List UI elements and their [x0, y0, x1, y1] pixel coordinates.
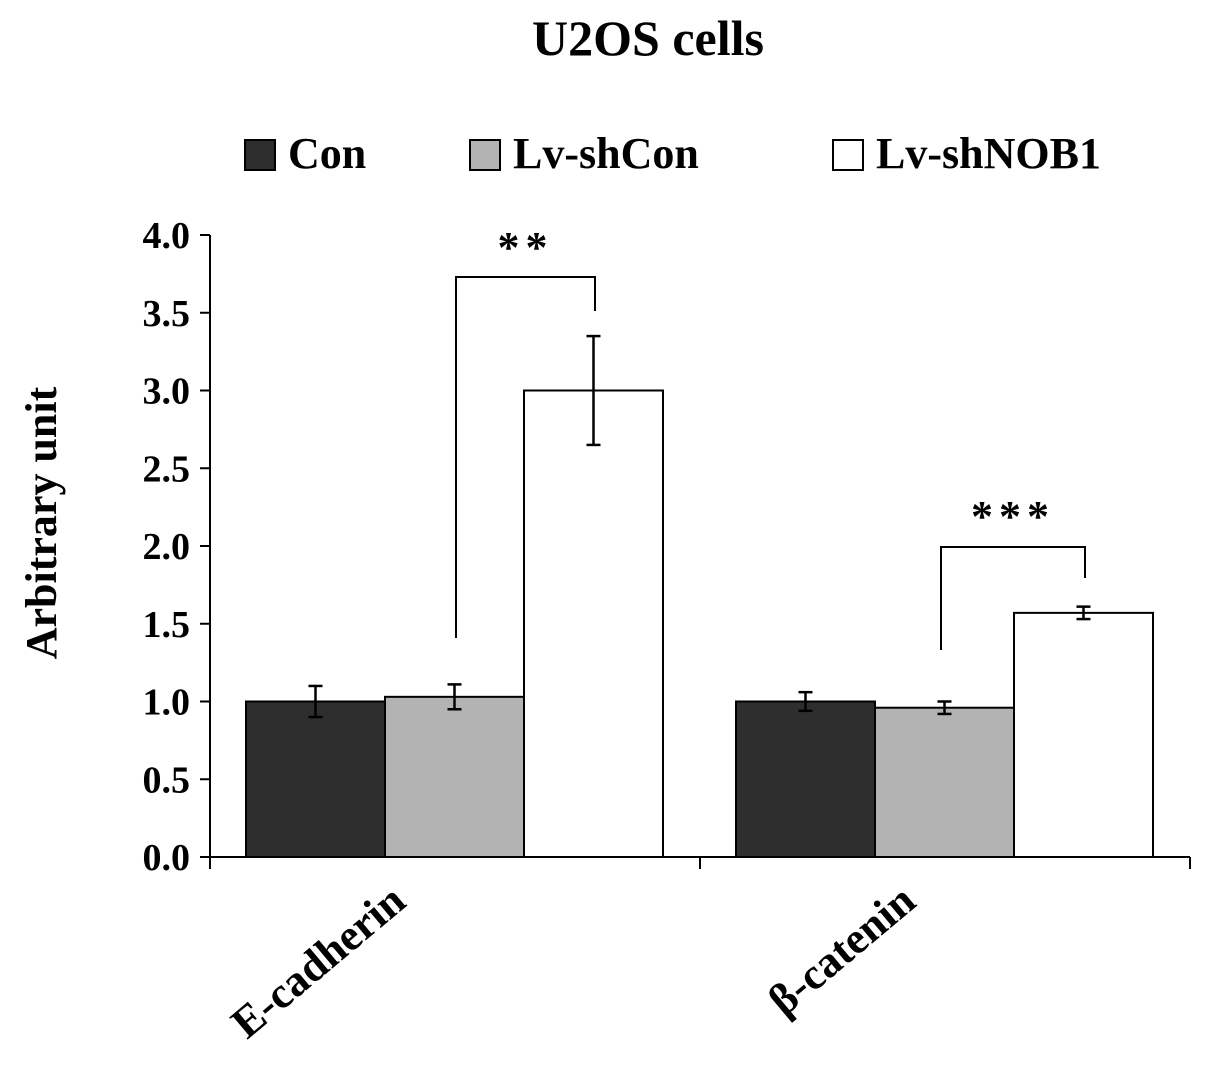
y-axis-label: Arbitrary unit	[17, 386, 66, 659]
legend-swatch-2	[469, 139, 501, 171]
y-axis-ticks: 0.0 0.5 1.0 1.5 2.0 2.5 3.0 3.5 4.0	[143, 215, 210, 879]
significance-label: ***	[971, 492, 1055, 541]
legend-swatch-1	[244, 139, 276, 171]
error-bars	[308, 334, 1091, 719]
significance-label: **	[498, 223, 554, 272]
y-tick-label: 3.5	[143, 293, 191, 335]
y-tick-label: 3.0	[143, 371, 191, 413]
y-tick-label: 1.0	[143, 682, 191, 724]
bar	[245, 700, 386, 858]
y-tick-label: 2.0	[143, 526, 191, 568]
legend-label-2: Lv-shCon	[513, 129, 699, 178]
x-category-label: β-catenin	[759, 875, 924, 1025]
y-tick-label: 0.0	[143, 837, 191, 879]
bar	[874, 706, 1015, 858]
y-tick-label: 1.5	[143, 604, 191, 646]
y-tick-label: 0.5	[143, 759, 191, 801]
significance-bracket	[455, 276, 596, 638]
significance-bracket	[940, 546, 1086, 650]
axes	[209, 235, 1191, 869]
chart-legend: Con Lv-shCon Lv-shNOB1	[244, 129, 1101, 178]
legend-label-1: Con	[288, 129, 366, 178]
significance-annotations: *****	[455, 223, 1086, 650]
bar	[1013, 611, 1154, 858]
legend-label-3: Lv-shNOB1	[876, 129, 1101, 178]
y-tick-label: 2.5	[143, 448, 191, 490]
chart-title: U2OS cells	[532, 10, 764, 66]
bar	[523, 389, 664, 858]
bar	[735, 700, 876, 858]
x-category-label: E-cadherin	[222, 875, 415, 1048]
bar	[384, 695, 525, 859]
y-tick-label: 4.0	[143, 215, 191, 257]
bars	[245, 389, 1154, 859]
legend-swatch-3	[832, 139, 864, 171]
x-axis-categories: E-cadherin β-catenin	[222, 875, 925, 1048]
